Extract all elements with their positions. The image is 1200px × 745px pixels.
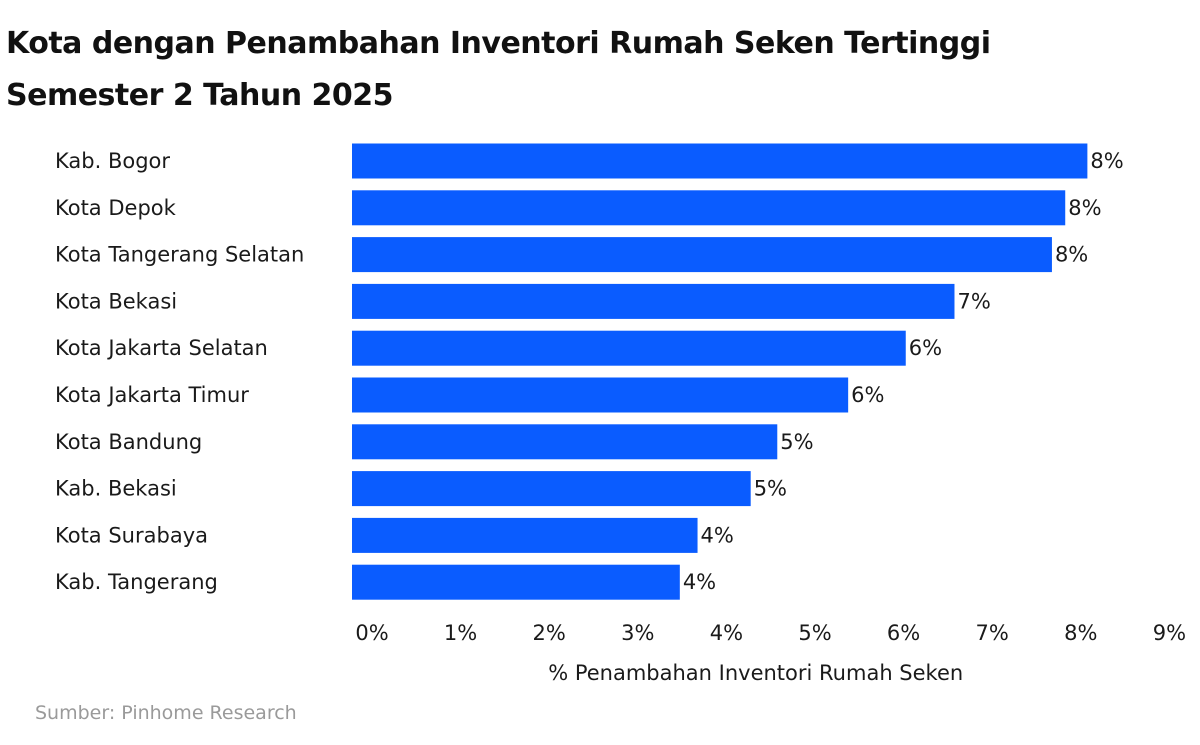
data-label: 6% bbox=[851, 383, 884, 407]
category-label: Kota Tangerang Selatan bbox=[55, 243, 304, 267]
bar bbox=[352, 143, 1088, 179]
data-label: 5% bbox=[780, 430, 813, 454]
chart-title: Kota dengan Penambahan Inventori Rumah S… bbox=[6, 18, 1186, 122]
data-label: 8% bbox=[1090, 149, 1123, 173]
chart-title-line-1: Kota dengan Penambahan Inventori Rumah S… bbox=[6, 26, 991, 61]
data-label: 4% bbox=[683, 570, 716, 594]
bar bbox=[352, 283, 955, 319]
chart-title-line-2: Semester 2 Tahun 2025 bbox=[6, 78, 394, 113]
x-tick-label: 4% bbox=[710, 621, 743, 645]
bar bbox=[352, 424, 778, 460]
x-axis-title: % Penambahan Inventori Rumah Seken bbox=[548, 661, 963, 685]
x-tick-label: 3% bbox=[621, 621, 654, 645]
bar bbox=[352, 517, 698, 553]
x-tick-label: 1% bbox=[444, 621, 477, 645]
data-label: 6% bbox=[909, 336, 942, 360]
x-tick-label: 5% bbox=[798, 621, 831, 645]
bar-chart: Kab. Bogor 8% Kota Depok 8% Kota Tangerang S… bbox=[55, 143, 1186, 685]
data-label: 5% bbox=[754, 477, 787, 501]
category-label: Kota Surabaya bbox=[55, 523, 208, 547]
data-label: 4% bbox=[701, 523, 734, 547]
x-tick-label: 9% bbox=[1153, 621, 1186, 645]
x-tick-label: 7% bbox=[976, 621, 1009, 645]
x-tick-label: 6% bbox=[887, 621, 920, 645]
category-label: Kota Jakarta Selatan bbox=[55, 336, 268, 360]
category-label: Kota Bekasi bbox=[55, 289, 177, 313]
category-label: Kota Jakarta Timur bbox=[55, 383, 249, 407]
data-label: 8% bbox=[1055, 243, 1088, 267]
bar bbox=[352, 471, 751, 507]
category-label: Kota Bandung bbox=[55, 430, 202, 454]
data-label: 7% bbox=[957, 289, 990, 313]
source-note: Sumber: Pinhome Research bbox=[35, 702, 297, 724]
bar bbox=[352, 330, 906, 366]
x-tick-label: 2% bbox=[533, 621, 566, 645]
bar bbox=[352, 377, 849, 413]
x-tick-label: 0% bbox=[355, 621, 388, 645]
x-tick-label: 8% bbox=[1064, 621, 1097, 645]
bar bbox=[352, 237, 1052, 273]
data-label: 8% bbox=[1068, 196, 1101, 220]
category-label: Kab. Bekasi bbox=[55, 477, 177, 501]
category-label: Kota Depok bbox=[55, 196, 177, 220]
bar bbox=[352, 190, 1066, 226]
bar bbox=[352, 564, 680, 600]
category-label: Kab. Bogor bbox=[55, 149, 170, 173]
category-label: Kab. Tangerang bbox=[55, 570, 218, 594]
